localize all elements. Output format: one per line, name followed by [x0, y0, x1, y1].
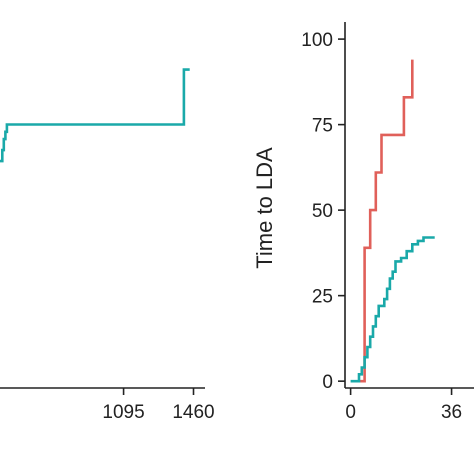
left-x-tick-label: 1460: [172, 402, 214, 423]
left-panel: 1095 1460: [0, 68, 215, 423]
right-y-tick-label: 50: [312, 201, 333, 222]
right-y-tick-label: 100: [301, 30, 333, 51]
right-series-line-2: [350, 236, 435, 383]
right-y-tick-label: 75: [312, 116, 333, 137]
right-y-tick-label: 25: [312, 287, 333, 308]
right-series-line-1: [359, 59, 414, 383]
left-x-tick-label: 1095: [102, 402, 144, 423]
right-x-tick-label: 36: [441, 402, 462, 423]
right-panel: Time to LDA 0 36 0 25 50 75 100: [252, 22, 474, 423]
left-series-line-1: [0, 68, 190, 163]
right-y-axis-title: Time to LDA: [252, 147, 277, 269]
right-x-tick-label: 0: [345, 402, 356, 423]
right-y-tick-label: 0: [322, 372, 333, 393]
